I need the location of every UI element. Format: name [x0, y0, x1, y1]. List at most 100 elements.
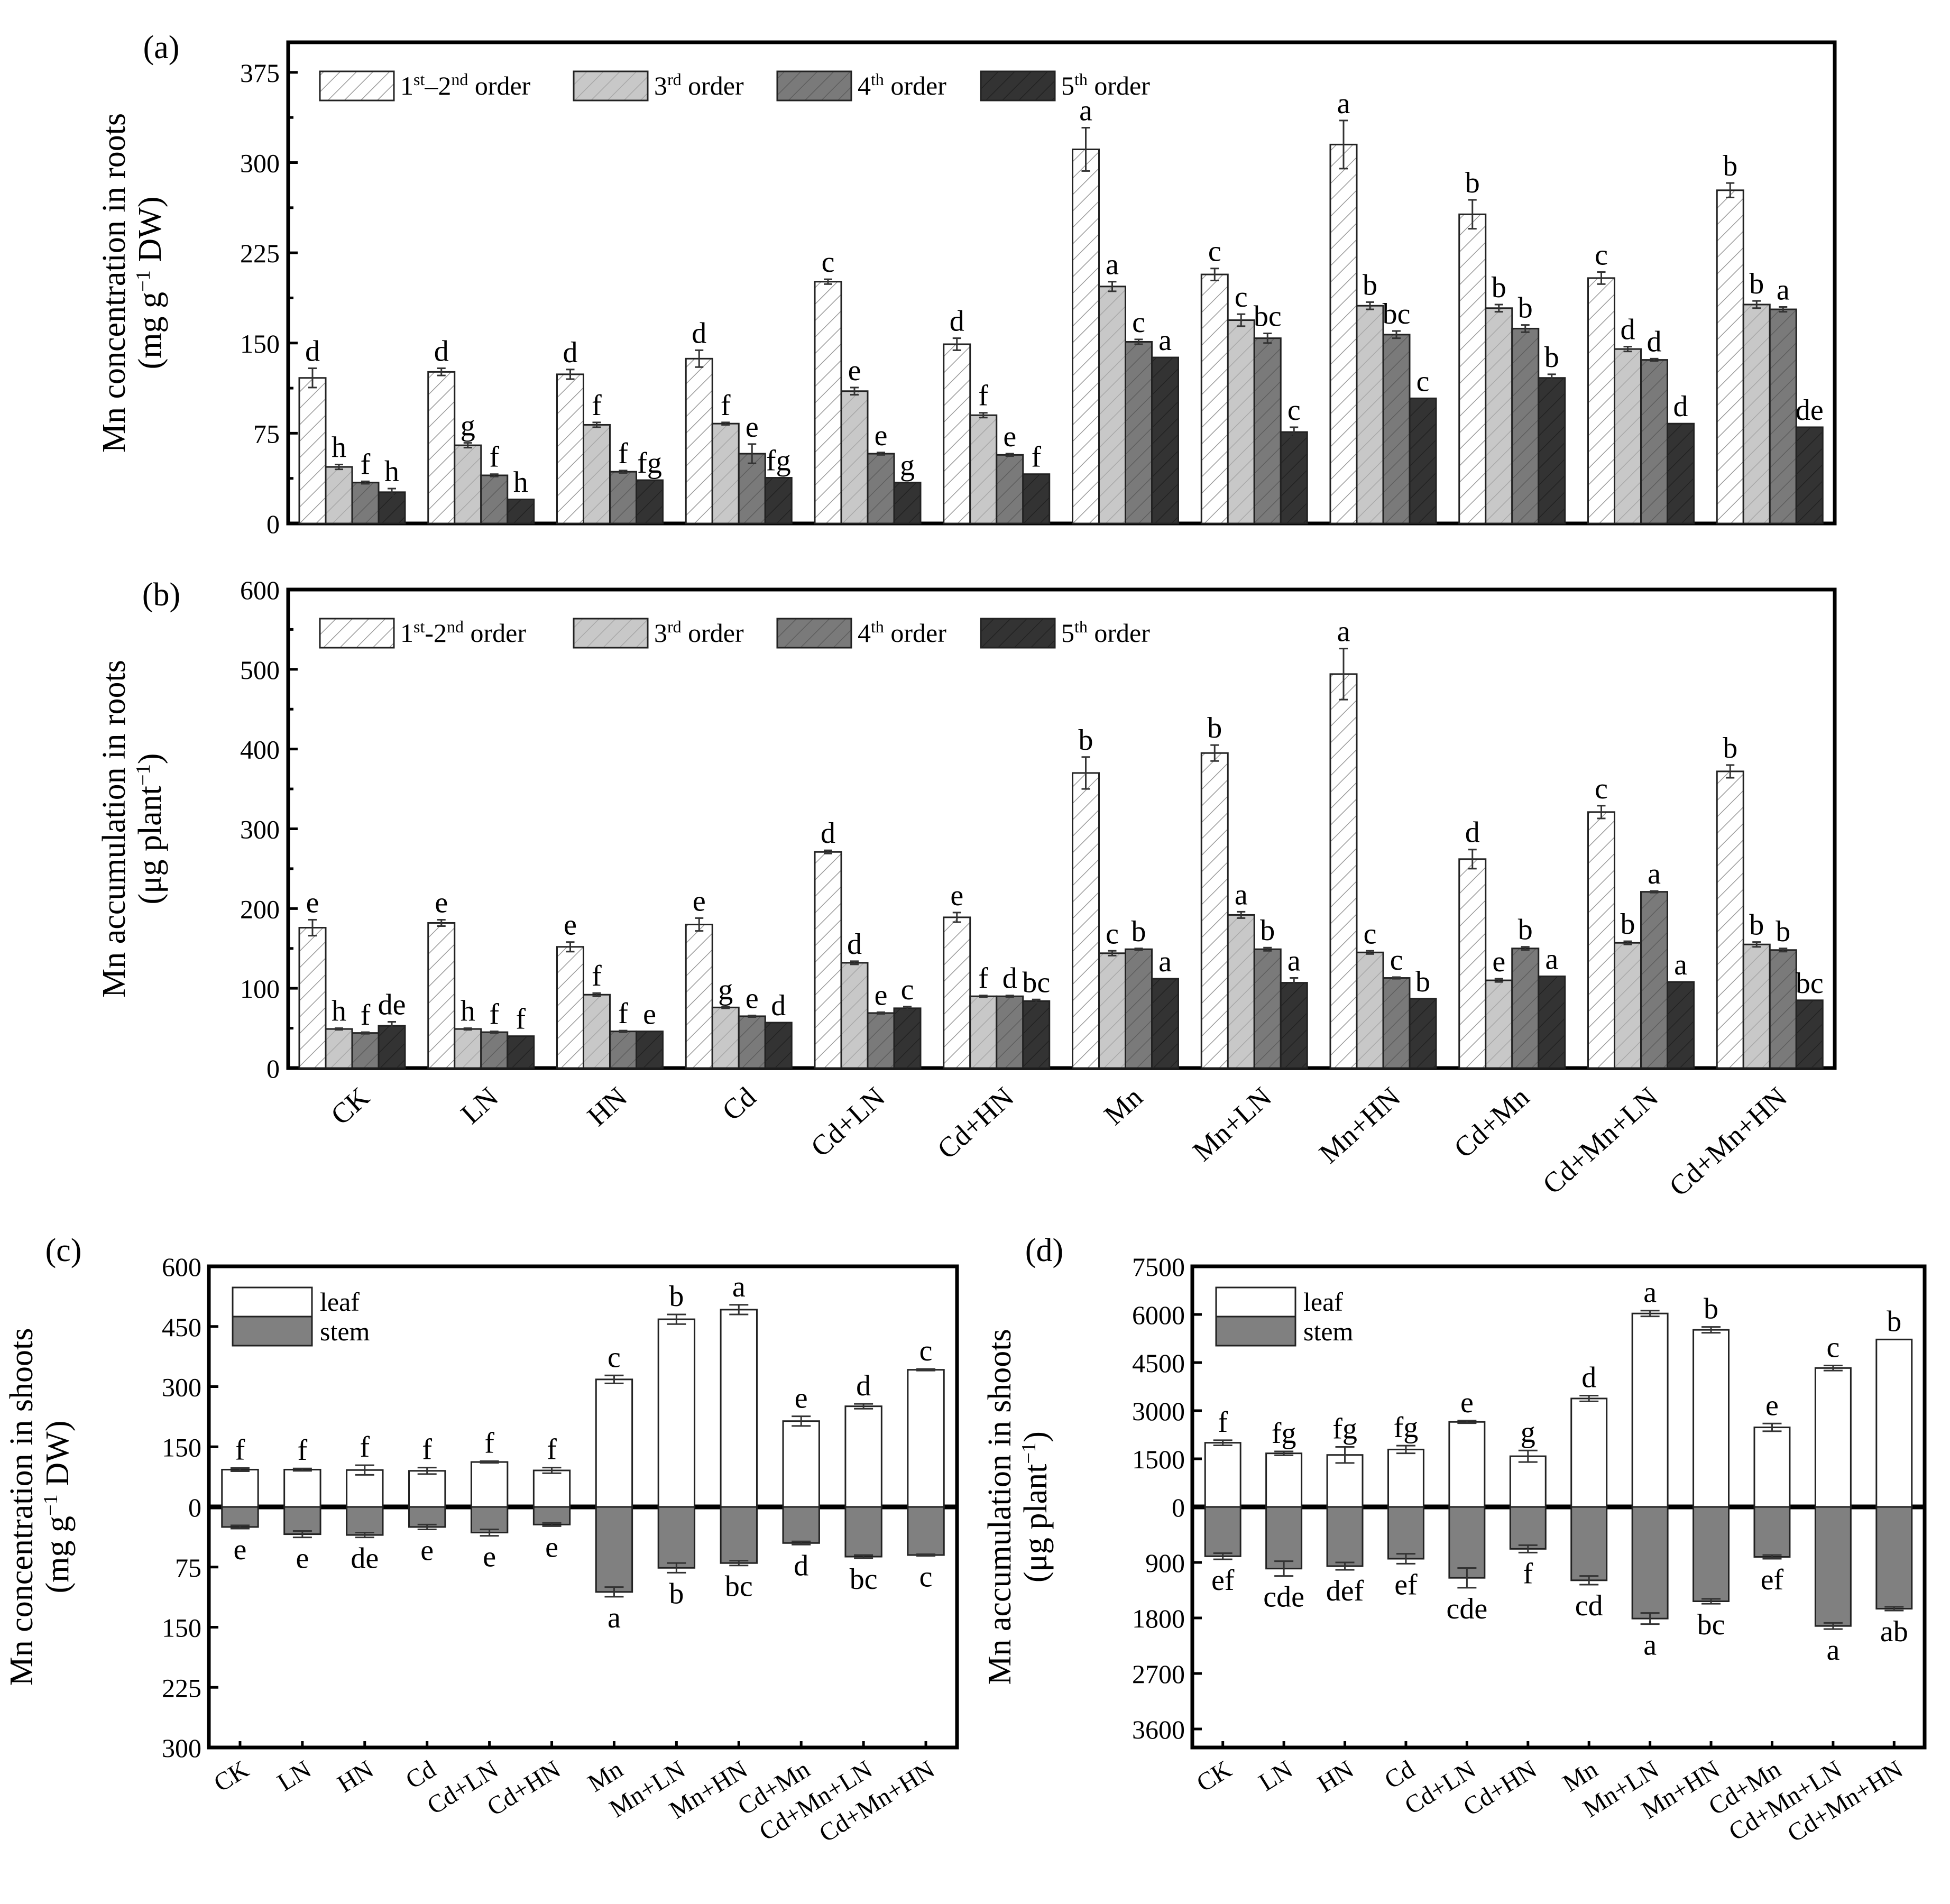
significance-letter: de	[1796, 394, 1824, 427]
bar-stem	[1875, 1506, 1913, 1609]
significance-letter: a	[1106, 249, 1119, 281]
significance-letter: c	[1132, 306, 1145, 339]
significance-letter-leaf: g	[1521, 1416, 1535, 1449]
significance-letter: e	[848, 354, 861, 387]
y-axis-label: Mn concentration in roots (mg g−1 DW)	[96, 113, 168, 453]
significance-letter: a	[1648, 858, 1661, 890]
bar	[1382, 977, 1411, 1069]
y-tick-label: 600	[162, 1252, 201, 1282]
bar	[1098, 952, 1126, 1069]
bar-stem	[1570, 1506, 1608, 1581]
bar-stem	[408, 1506, 446, 1528]
y-tick-label: 400	[240, 735, 280, 765]
bar	[454, 444, 482, 525]
bar	[556, 946, 584, 1069]
bar	[1072, 772, 1100, 1069]
bar	[1742, 303, 1771, 525]
significance-letter: de	[378, 989, 406, 1022]
significance-letter-leaf: f	[360, 1431, 370, 1464]
bar-leaf	[1265, 1452, 1303, 1508]
bar	[764, 1022, 793, 1069]
significance-letter: g	[718, 973, 733, 1006]
y-tick-label: 150	[240, 329, 280, 358]
significance-letter-stem: a	[1643, 1629, 1657, 1662]
bar-leaf	[1448, 1421, 1486, 1508]
y-axis-label: Mn accumulation in roots (μg plant−1)	[96, 660, 168, 998]
bar	[609, 471, 637, 525]
bar-leaf	[720, 1309, 758, 1508]
significance-letter: a	[1158, 324, 1172, 357]
bar-stem	[1387, 1506, 1424, 1560]
significance-letter-leaf: fg	[1394, 1411, 1419, 1444]
y-tick-label: 200	[240, 894, 280, 924]
significance-letter: h	[461, 995, 475, 1028]
significance-letter: g	[900, 449, 915, 482]
bar-leaf	[1693, 1329, 1730, 1508]
significance-letter: f	[489, 441, 499, 474]
y-axis-label-line1: Mn accumulation in roots	[96, 660, 132, 998]
significance-letter: a	[1079, 95, 1092, 127]
x-tick-label: LN	[455, 1081, 504, 1130]
x-tick-label: Cd+Mn	[1448, 1081, 1535, 1164]
bar	[583, 424, 611, 525]
panel-d: 015003000450060007500900180027003600fefC…	[982, 1232, 1927, 1848]
significance-letter: d	[1647, 325, 1662, 358]
y-tick-label: 75	[253, 419, 280, 448]
bar-leaf	[1631, 1312, 1669, 1508]
significance-letter: f	[592, 389, 602, 422]
legend-swatch-stem	[1215, 1316, 1296, 1347]
significance-letter: f	[516, 1003, 526, 1036]
y-tick-label: 300	[240, 149, 280, 178]
bar	[1667, 981, 1695, 1069]
bar-leaf	[221, 1468, 259, 1508]
significance-letter: c	[1235, 281, 1248, 314]
significance-letter: f	[978, 380, 988, 412]
significance-letter: d	[821, 817, 835, 850]
bar	[583, 994, 611, 1069]
bar	[867, 1012, 895, 1069]
significance-letter: c	[1287, 394, 1301, 427]
bar-stem	[1814, 1506, 1852, 1627]
bar	[814, 851, 842, 1069]
bar	[1072, 148, 1100, 525]
legend-swatch	[573, 618, 649, 649]
significance-letter: bc	[1022, 966, 1050, 999]
bar	[1485, 307, 1513, 525]
significance-letter: e	[746, 982, 759, 1015]
significance-letter-leaf: c	[919, 1335, 933, 1367]
y-tick-label: 600	[240, 575, 280, 605]
bar	[427, 922, 456, 1069]
legend-label-leaf: leaf	[1303, 1287, 1343, 1317]
bar	[636, 479, 664, 525]
bar	[1795, 999, 1824, 1069]
significance-letter: c	[901, 973, 914, 1006]
legend-label: 5th order	[1061, 70, 1150, 100]
significance-letter: d	[563, 336, 578, 369]
bar	[1329, 143, 1358, 525]
legend-swatch	[319, 70, 395, 102]
significance-letter-leaf: d	[1581, 1361, 1596, 1394]
panel-label: (d)	[1025, 1232, 1063, 1268]
significance-letter: a	[1287, 945, 1301, 978]
legend-swatch	[776, 70, 852, 102]
bar	[1280, 982, 1308, 1069]
bar	[1769, 949, 1797, 1069]
bar-leaf	[1509, 1455, 1547, 1508]
bar-stem	[221, 1506, 259, 1528]
bar	[1329, 673, 1358, 1069]
bar	[1640, 891, 1668, 1069]
bar	[943, 343, 971, 525]
significance-letter-leaf: e	[1765, 1389, 1779, 1422]
panel-label: (b)	[142, 577, 180, 613]
significance-letter: g	[461, 410, 475, 443]
significance-letter: bc	[1383, 298, 1411, 330]
x-tick-label: CK	[209, 1755, 254, 1797]
significance-letter: e	[564, 909, 577, 942]
significance-letter: e	[875, 419, 888, 452]
significance-letter-stem: d	[794, 1549, 808, 1582]
legend-label: 3rd order	[654, 70, 744, 100]
bar-leaf	[1875, 1338, 1913, 1508]
y-tick-label: 300	[162, 1733, 201, 1763]
significance-letter-stem: bc	[1697, 1608, 1725, 1641]
significance-letter: d	[1621, 314, 1635, 346]
